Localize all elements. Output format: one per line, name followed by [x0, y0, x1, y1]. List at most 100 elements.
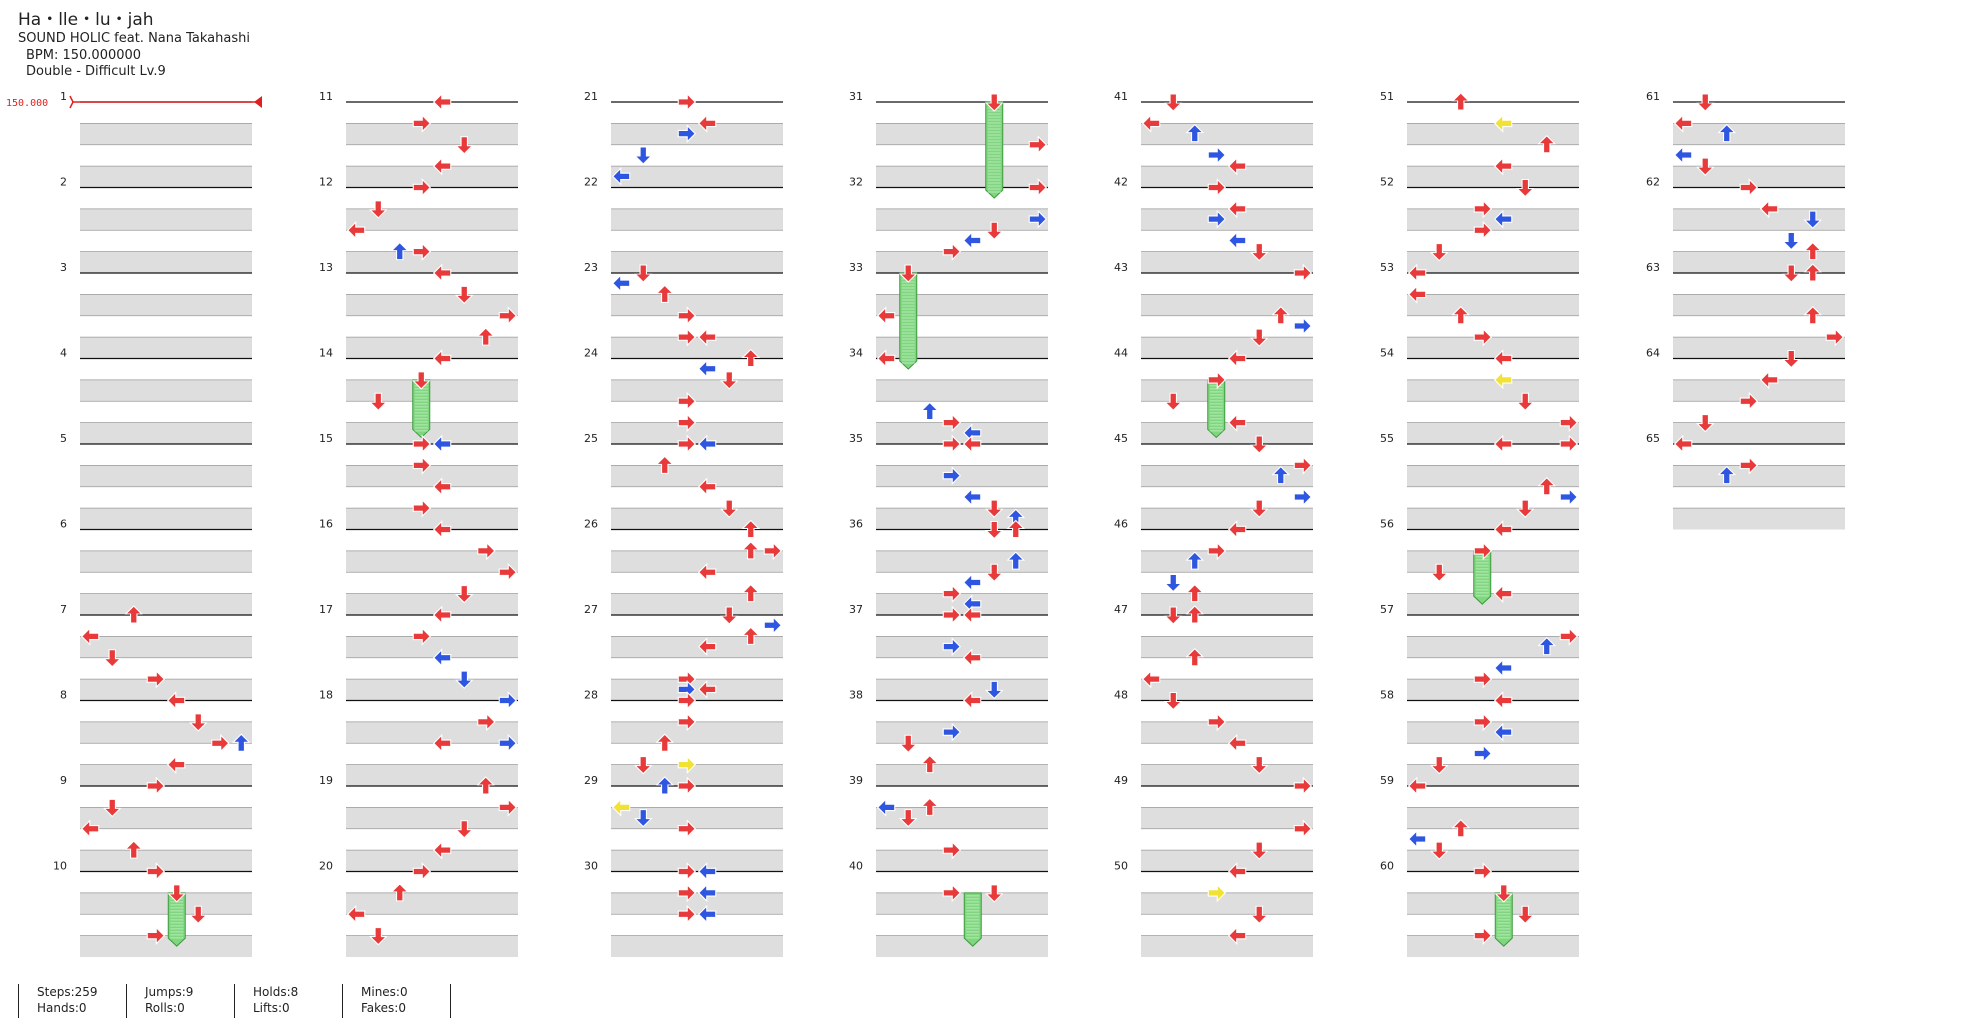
arrow-note-icon: [1473, 541, 1493, 561]
arrow-note-icon: [984, 563, 1004, 583]
arrow-note-icon: [942, 466, 962, 485]
arrow-note-icon: [984, 884, 1004, 903]
arrow-note-icon: [655, 733, 675, 752]
beat-shade: [80, 508, 252, 530]
arrow-note-icon: [1293, 776, 1313, 796]
beat-shade: [1407, 422, 1579, 444]
beat-shade: [1141, 422, 1313, 444]
stats-cell-holds: Holds:8 Lifts:0: [234, 984, 363, 1018]
beat-shade: [611, 208, 783, 231]
beat-shade: [80, 679, 252, 701]
arrow-note-icon: [1207, 883, 1227, 903]
measure-number: 29: [584, 774, 598, 787]
beat-shade: [1141, 123, 1313, 145]
beat-shade: [611, 166, 783, 188]
beat-shade: [80, 593, 252, 615]
arrow-note-icon: [697, 883, 717, 903]
arrow-note-icon: [1293, 263, 1313, 283]
arrow-note-icon: [412, 456, 432, 475]
arrow-note-icon: [412, 242, 432, 261]
measure-number: 13: [319, 261, 333, 274]
beat-shade: [1407, 465, 1579, 487]
measure-number: 7: [60, 603, 67, 616]
measure-number: 22: [584, 176, 598, 189]
stat-holds: Holds:8: [253, 985, 299, 999]
arrow-note-icon: [146, 669, 166, 689]
arrow-note-icon: [611, 167, 631, 186]
arrow-note-icon: [942, 840, 962, 860]
arrow-note-icon: [146, 776, 166, 796]
beat-shade: [876, 508, 1048, 530]
beat-shade: [611, 123, 783, 145]
stats-cell-mines: Mines:0 Fakes:0: [342, 984, 471, 1018]
arrow-note-icon: [1028, 209, 1048, 229]
arrow-note-icon: [498, 562, 518, 582]
measure-number: 21: [584, 90, 598, 103]
arrow-note-icon: [677, 691, 697, 710]
arrow-note-icon: [942, 637, 962, 656]
stats-cell-jumps: Jumps:9 Rolls:0: [126, 984, 255, 1018]
arrow-note-icon: [719, 606, 739, 625]
stats-cell-steps: Steps:259 Hands:0: [18, 984, 147, 1018]
measure-number: 4: [60, 347, 67, 360]
arrow-note-icon: [1407, 776, 1427, 796]
arrow-note-icon: [1185, 605, 1205, 624]
beat-shade: [346, 208, 518, 231]
stat-jumps: Jumps:9: [145, 985, 194, 999]
beat-shade: [611, 508, 783, 530]
measure-number: 46: [1114, 518, 1128, 531]
measure-number: 23: [584, 261, 598, 274]
arrow-note-icon: [166, 691, 186, 710]
arrow-note-icon: [876, 306, 896, 326]
beat-shade: [346, 251, 518, 273]
arrow-note-icon: [411, 371, 431, 390]
measure-number: 27: [584, 603, 598, 616]
measure-number: 36: [849, 518, 863, 531]
beat-shade: [876, 166, 1048, 188]
beat-shade: [611, 422, 783, 444]
song-title: Ha・lle・lu・jah: [18, 10, 154, 30]
measure-number: 60: [1380, 860, 1394, 873]
beat-shade: [876, 636, 1048, 658]
arrow-note-icon: [1673, 114, 1693, 133]
beat-shade: [80, 465, 252, 487]
measure-number: 14: [319, 347, 333, 360]
arrow-note-icon: [188, 713, 208, 732]
arrow-note-icon: [1227, 349, 1247, 368]
arrow-note-icon: [1473, 744, 1493, 763]
arrow-note-icon: [942, 584, 962, 603]
measure-number: 10: [53, 860, 67, 873]
arrow-note-icon: [454, 670, 474, 689]
beat-shade: [80, 379, 252, 402]
measure-number: 42: [1114, 176, 1128, 189]
arrow-note-icon: [942, 242, 962, 261]
arrow-note-icon: [412, 862, 432, 881]
beat-shade: [80, 337, 252, 359]
beat-shade: [80, 251, 252, 273]
arrow-note-icon: [1781, 264, 1801, 283]
beat-shade: [611, 294, 783, 316]
beat-shade: [1407, 208, 1579, 231]
beat-shade: [1141, 166, 1313, 188]
beat-shade: [80, 892, 252, 915]
beat-shade: [876, 337, 1048, 359]
arrow-note-icon: [390, 883, 410, 902]
beat-shade: [346, 721, 518, 744]
arrow-note-icon: [368, 927, 388, 946]
arrow-note-icon: [697, 359, 717, 379]
beat-shade: [1407, 807, 1579, 829]
measure-number: 59: [1380, 774, 1394, 787]
beat-shade: [1407, 721, 1579, 744]
arrow-note-icon: [1227, 520, 1247, 539]
arrow-note-icon: [146, 862, 166, 881]
beat-shade: [1141, 294, 1313, 316]
beat-shade: [1141, 593, 1313, 615]
beat-shade: [1407, 850, 1579, 872]
bpm-marker-label: 150.000: [6, 98, 49, 109]
measure-number: 62: [1646, 176, 1660, 189]
arrow-note-icon: [477, 541, 496, 561]
arrow-note-icon: [166, 755, 186, 774]
arrow-note-icon: [677, 306, 697, 326]
arrow-note-icon: [1293, 316, 1313, 336]
arrow-note-icon: [188, 905, 208, 925]
